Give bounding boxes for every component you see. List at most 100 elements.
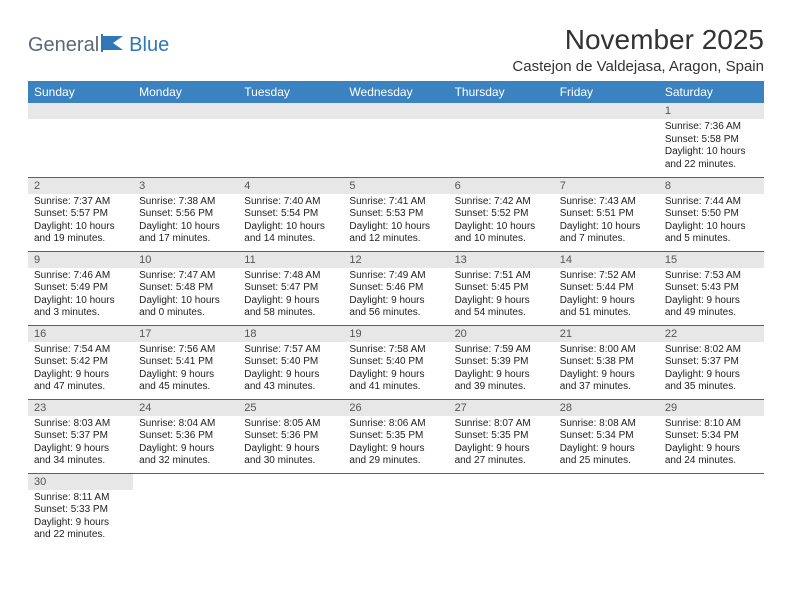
logo: General Blue: [28, 24, 169, 57]
day-number: [554, 103, 659, 119]
weekday-header: Monday: [133, 81, 238, 103]
calendar-cell: 3Sunrise: 7:38 AMSunset: 5:56 PMDaylight…: [133, 177, 238, 251]
day-day2: and 3 minutes.: [34, 307, 127, 320]
day-day1: Daylight: 9 hours: [665, 369, 758, 382]
day-sunset: Sunset: 5:42 PM: [34, 356, 127, 369]
day-sunrise: Sunrise: 7:42 AM: [455, 196, 548, 209]
day-day1: Daylight: 9 hours: [244, 369, 337, 382]
day-sunrise: Sunrise: 7:51 AM: [455, 270, 548, 283]
day-sunset: Sunset: 5:47 PM: [244, 282, 337, 295]
calendar-cell: [554, 473, 659, 547]
day-day1: Daylight: 9 hours: [139, 443, 232, 456]
day-content: Sunrise: 7:52 AMSunset: 5:44 PMDaylight:…: [554, 268, 659, 324]
day-sunrise: Sunrise: 7:49 AM: [349, 270, 442, 283]
weekday-header: Thursday: [449, 81, 554, 103]
day-sunset: Sunset: 5:40 PM: [244, 356, 337, 369]
day-number: 26: [343, 400, 448, 416]
day-day2: and 12 minutes.: [349, 233, 442, 246]
day-number: 12: [343, 252, 448, 268]
day-number: [554, 474, 659, 490]
day-number: [238, 474, 343, 490]
day-day1: Daylight: 10 hours: [34, 295, 127, 308]
day-sunrise: Sunrise: 7:58 AM: [349, 344, 442, 357]
day-number: 28: [554, 400, 659, 416]
day-content: Sunrise: 8:11 AMSunset: 5:33 PMDaylight:…: [28, 490, 133, 546]
weekday-header: Sunday: [28, 81, 133, 103]
calendar-cell: 21Sunrise: 8:00 AMSunset: 5:38 PMDayligh…: [554, 325, 659, 399]
day-sunset: Sunset: 5:53 PM: [349, 208, 442, 221]
calendar-cell: 18Sunrise: 7:57 AMSunset: 5:40 PMDayligh…: [238, 325, 343, 399]
day-number: 16: [28, 326, 133, 342]
weekday-header: Tuesday: [238, 81, 343, 103]
day-sunrise: Sunrise: 7:59 AM: [455, 344, 548, 357]
day-day2: and 37 minutes.: [560, 381, 653, 394]
day-day2: and 54 minutes.: [455, 307, 548, 320]
day-day2: and 22 minutes.: [665, 159, 758, 172]
day-sunrise: Sunrise: 7:56 AM: [139, 344, 232, 357]
day-sunset: Sunset: 5:37 PM: [34, 430, 127, 443]
calendar-cell: [449, 103, 554, 177]
day-sunset: Sunset: 5:33 PM: [34, 504, 127, 517]
calendar-cell: 20Sunrise: 7:59 AMSunset: 5:39 PMDayligh…: [449, 325, 554, 399]
day-day1: Daylight: 9 hours: [34, 443, 127, 456]
day-day1: Daylight: 9 hours: [244, 295, 337, 308]
day-sunset: Sunset: 5:36 PM: [244, 430, 337, 443]
day-number: [659, 474, 764, 490]
day-content: Sunrise: 8:10 AMSunset: 5:34 PMDaylight:…: [659, 416, 764, 472]
day-day1: Daylight: 10 hours: [665, 221, 758, 234]
day-day2: and 49 minutes.: [665, 307, 758, 320]
calendar-cell: 27Sunrise: 8:07 AMSunset: 5:35 PMDayligh…: [449, 399, 554, 473]
day-sunrise: Sunrise: 7:54 AM: [34, 344, 127, 357]
location-text: Castejon de Valdejasa, Aragon, Spain: [512, 58, 764, 75]
day-sunrise: Sunrise: 7:57 AM: [244, 344, 337, 357]
day-sunset: Sunset: 5:50 PM: [665, 208, 758, 221]
day-day2: and 29 minutes.: [349, 455, 442, 468]
day-day1: Daylight: 10 hours: [244, 221, 337, 234]
day-day1: Daylight: 9 hours: [560, 369, 653, 382]
day-day2: and 34 minutes.: [34, 455, 127, 468]
day-day1: Daylight: 10 hours: [139, 295, 232, 308]
day-content: Sunrise: 8:00 AMSunset: 5:38 PMDaylight:…: [554, 342, 659, 398]
flag-icon: [101, 34, 127, 57]
day-day2: and 51 minutes.: [560, 307, 653, 320]
day-day2: and 32 minutes.: [139, 455, 232, 468]
day-content: Sunrise: 8:08 AMSunset: 5:34 PMDaylight:…: [554, 416, 659, 472]
day-day2: and 30 minutes.: [244, 455, 337, 468]
day-sunrise: Sunrise: 8:00 AM: [560, 344, 653, 357]
day-sunrise: Sunrise: 8:06 AM: [349, 418, 442, 431]
calendar-cell: 11Sunrise: 7:48 AMSunset: 5:47 PMDayligh…: [238, 251, 343, 325]
day-day2: and 0 minutes.: [139, 307, 232, 320]
day-sunrise: Sunrise: 7:40 AM: [244, 196, 337, 209]
day-content: Sunrise: 7:48 AMSunset: 5:47 PMDaylight:…: [238, 268, 343, 324]
day-number: 5: [343, 178, 448, 194]
logo-text-general: General: [28, 34, 99, 57]
day-sunrise: Sunrise: 8:02 AM: [665, 344, 758, 357]
day-content: Sunrise: 7:38 AMSunset: 5:56 PMDaylight:…: [133, 194, 238, 250]
day-day2: and 14 minutes.: [244, 233, 337, 246]
day-content: Sunrise: 7:53 AMSunset: 5:43 PMDaylight:…: [659, 268, 764, 324]
day-day1: Daylight: 9 hours: [349, 295, 442, 308]
day-content: Sunrise: 7:51 AMSunset: 5:45 PMDaylight:…: [449, 268, 554, 324]
calendar-cell: 1Sunrise: 7:36 AMSunset: 5:58 PMDaylight…: [659, 103, 764, 177]
weekday-header-row: Sunday Monday Tuesday Wednesday Thursday…: [28, 81, 764, 103]
day-number: 10: [133, 252, 238, 268]
day-sunset: Sunset: 5:43 PM: [665, 282, 758, 295]
day-day1: Daylight: 10 hours: [34, 221, 127, 234]
calendar-row: 16 Sunrise: 7:54 AMSunset: 5:42 PM Dayligh…: [28, 325, 764, 399]
day-number: [28, 103, 133, 119]
day-sunset: Sunset: 5:51 PM: [560, 208, 653, 221]
calendar-cell: 17Sunrise: 7:56 AMSunset: 5:41 PMDayligh…: [133, 325, 238, 399]
calendar-cell: 6Sunrise: 7:42 AMSunset: 5:52 PMDaylight…: [449, 177, 554, 251]
day-number: 1: [659, 103, 764, 119]
calendar-cell: 7Sunrise: 7:43 AMSunset: 5:51 PMDaylight…: [554, 177, 659, 251]
day-day2: and 10 minutes.: [455, 233, 548, 246]
calendar-cell: 16Sunrise: 7:54 AMSunset: 5:42 PMDayligh…: [28, 325, 133, 399]
day-sunset: Sunset: 5:49 PM: [34, 282, 127, 295]
calendar-cell: [659, 473, 764, 547]
day-sunrise: Sunrise: 7:43 AM: [560, 196, 653, 209]
day-day2: and 25 minutes.: [560, 455, 653, 468]
calendar-row: 9Sunrise: 7:46 AMSunset: 5:49 PMDaylight…: [28, 251, 764, 325]
day-content: Sunrise: 7:58 AMSunset: 5:40 PMDaylight:…: [343, 342, 448, 398]
day-sunrise: Sunrise: 8:05 AM: [244, 418, 337, 431]
day-day2: and 56 minutes.: [349, 307, 442, 320]
